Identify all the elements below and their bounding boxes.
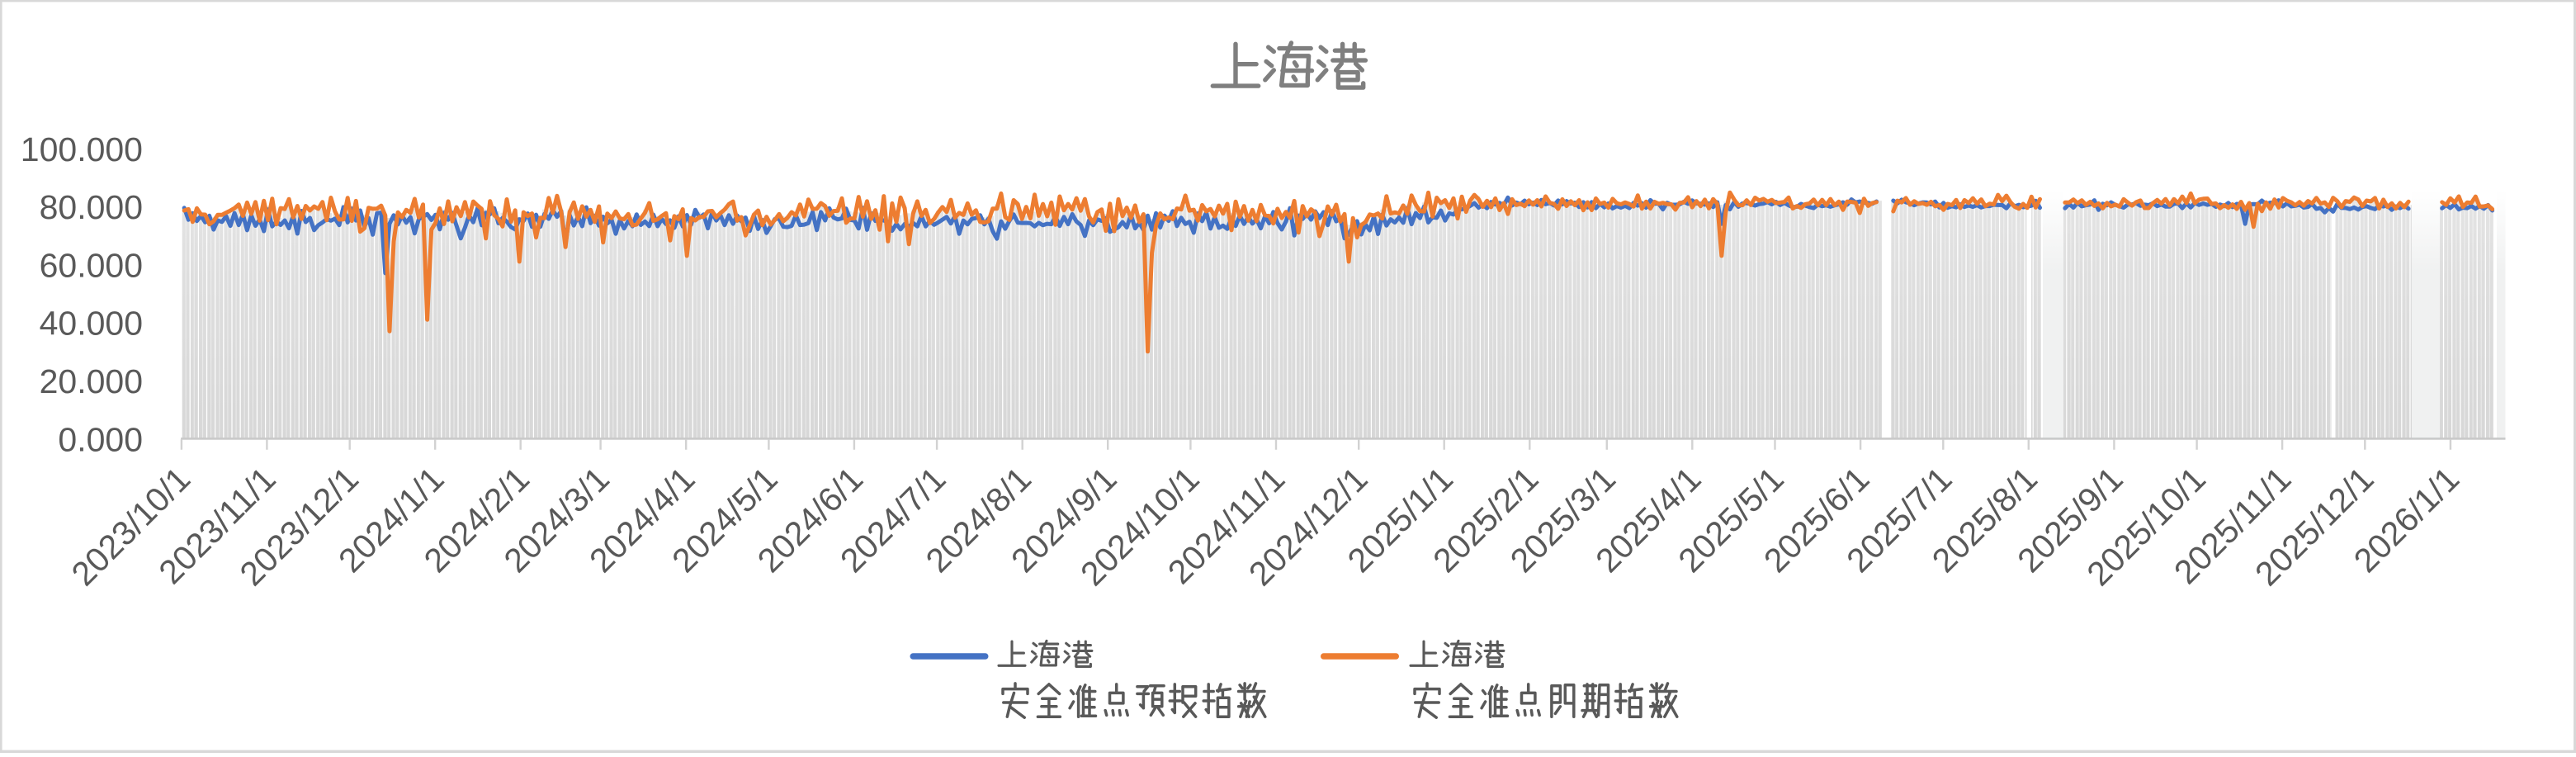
svg-text:100.000: 100.000 [21, 130, 143, 168]
svg-text:80.000: 80.000 [40, 188, 143, 226]
svg-text:60.000: 60.000 [40, 246, 143, 284]
svg-text:40.000: 40.000 [40, 305, 143, 343]
svg-text:0.000: 0.000 [58, 420, 143, 458]
svg-text:20.000: 20.000 [40, 362, 143, 400]
